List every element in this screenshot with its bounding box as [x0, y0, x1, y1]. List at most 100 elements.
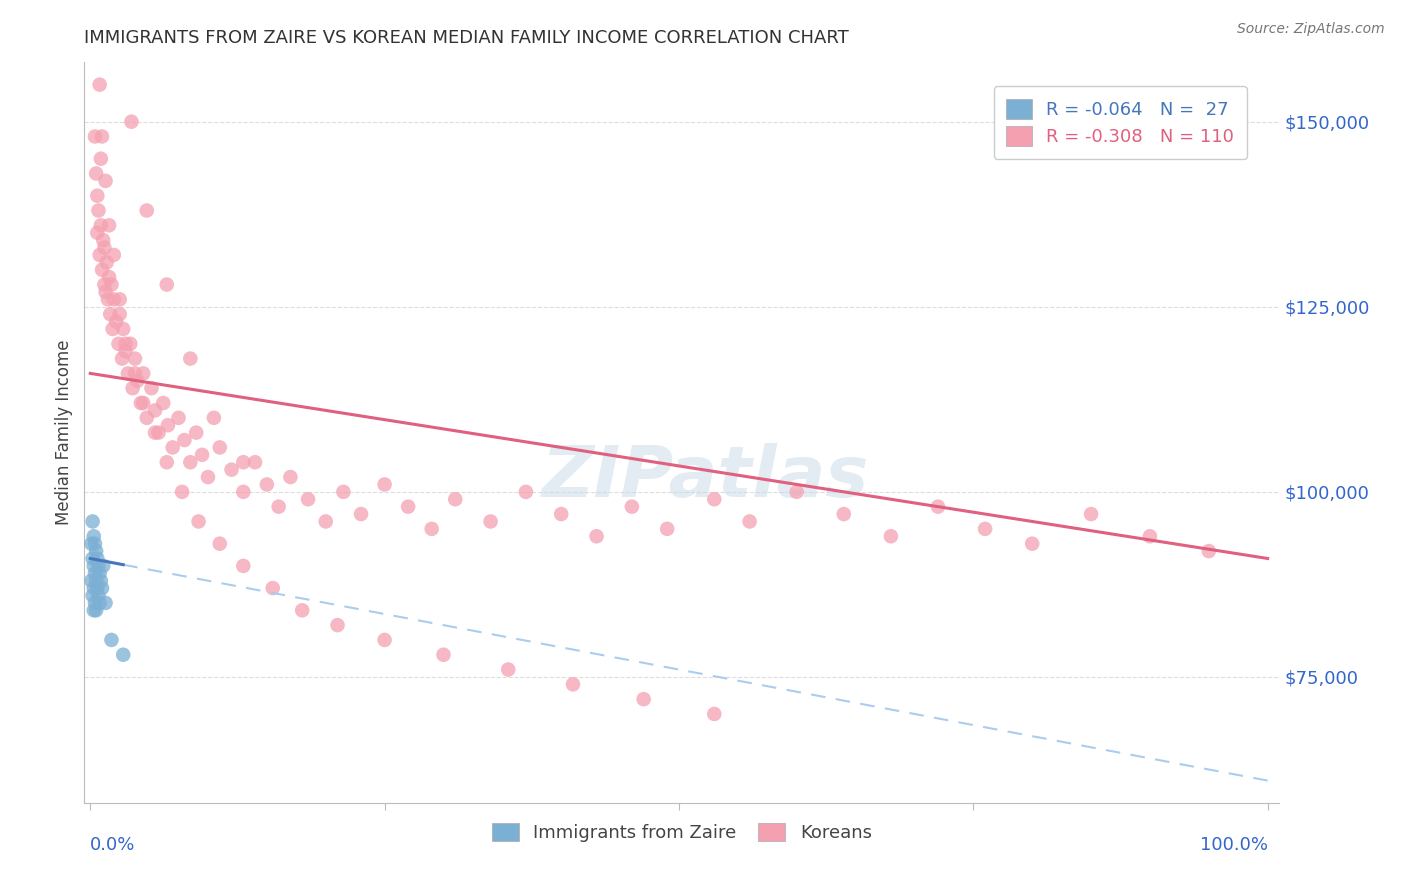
- Point: [479, 515, 502, 529]
- Point: [172, 484, 194, 499]
- Point: [186, 425, 208, 440]
- Point: [315, 515, 337, 529]
- Point: [84, 536, 107, 550]
- Point: [84, 596, 107, 610]
- Point: [84, 566, 107, 581]
- Point: [243, 455, 266, 469]
- Point: [91, 581, 114, 595]
- Point: [197, 470, 219, 484]
- Point: [832, 507, 855, 521]
- Point: [111, 351, 134, 366]
- Point: [143, 403, 166, 417]
- Point: [82, 551, 104, 566]
- Point: [93, 277, 115, 292]
- Point: [112, 322, 135, 336]
- Point: [94, 285, 117, 299]
- Point: [267, 500, 290, 514]
- Point: [135, 410, 157, 425]
- Point: [132, 396, 155, 410]
- Point: [80, 536, 103, 550]
- Point: [350, 507, 373, 521]
- Point: [84, 544, 107, 558]
- Point: [396, 500, 419, 514]
- Point: [156, 455, 179, 469]
- Point: [703, 706, 725, 721]
- Point: [927, 500, 949, 514]
- Point: [86, 551, 108, 566]
- Point: [96, 255, 118, 269]
- Point: [83, 603, 105, 617]
- Point: [87, 558, 110, 573]
- Point: [100, 632, 122, 647]
- Point: [80, 574, 103, 588]
- Point: [135, 203, 157, 218]
- Point: [202, 410, 225, 425]
- Point: [90, 219, 112, 233]
- Point: [232, 484, 254, 499]
- Point: [432, 648, 454, 662]
- Point: [89, 596, 111, 610]
- Point: [121, 381, 143, 395]
- Point: [84, 603, 107, 617]
- Point: [91, 129, 114, 144]
- Point: [83, 529, 105, 543]
- Point: [86, 226, 108, 240]
- Point: [91, 558, 114, 573]
- Point: [143, 425, 166, 440]
- Point: [297, 492, 319, 507]
- Point: [332, 484, 354, 499]
- Point: [90, 152, 112, 166]
- Point: [124, 367, 146, 381]
- Text: ZIPatlas: ZIPatlas: [543, 442, 869, 511]
- Point: [117, 367, 139, 381]
- Point: [129, 396, 152, 410]
- Point: [84, 129, 107, 144]
- Point: [127, 374, 149, 388]
- Point: [105, 26, 128, 40]
- Y-axis label: Median Family Income: Median Family Income: [55, 340, 73, 525]
- Point: [98, 270, 121, 285]
- Point: [515, 484, 537, 499]
- Point: [94, 174, 117, 188]
- Point: [82, 589, 104, 603]
- Point: [326, 618, 349, 632]
- Point: [880, 529, 903, 543]
- Point: [550, 507, 572, 521]
- Point: [87, 589, 110, 603]
- Point: [179, 455, 201, 469]
- Point: [657, 522, 679, 536]
- Point: [89, 566, 111, 581]
- Point: [83, 558, 105, 573]
- Point: [83, 581, 105, 595]
- Point: [120, 336, 142, 351]
- Point: [98, 219, 121, 233]
- Text: 0.0%: 0.0%: [90, 836, 135, 855]
- Point: [90, 574, 112, 588]
- Point: [786, 484, 808, 499]
- Point: [101, 322, 124, 336]
- Point: [162, 441, 184, 455]
- Point: [87, 203, 110, 218]
- Point: [208, 536, 231, 550]
- Point: [94, 596, 117, 610]
- Point: [84, 574, 107, 588]
- Point: [93, 240, 115, 254]
- Point: [620, 500, 643, 514]
- Point: [187, 515, 209, 529]
- Point: [221, 462, 243, 476]
- Point: [84, 166, 107, 180]
- Point: [262, 581, 284, 595]
- Text: Source: ZipAtlas.com: Source: ZipAtlas.com: [1237, 22, 1385, 37]
- Point: [148, 425, 170, 440]
- Point: [86, 188, 108, 202]
- Point: [420, 522, 443, 536]
- Point: [232, 558, 254, 573]
- Point: [585, 529, 607, 543]
- Point: [1198, 544, 1220, 558]
- Point: [191, 448, 214, 462]
- Point: [562, 677, 585, 691]
- Point: [91, 233, 114, 247]
- Point: [105, 314, 128, 328]
- Point: [108, 307, 131, 321]
- Point: [156, 418, 179, 433]
